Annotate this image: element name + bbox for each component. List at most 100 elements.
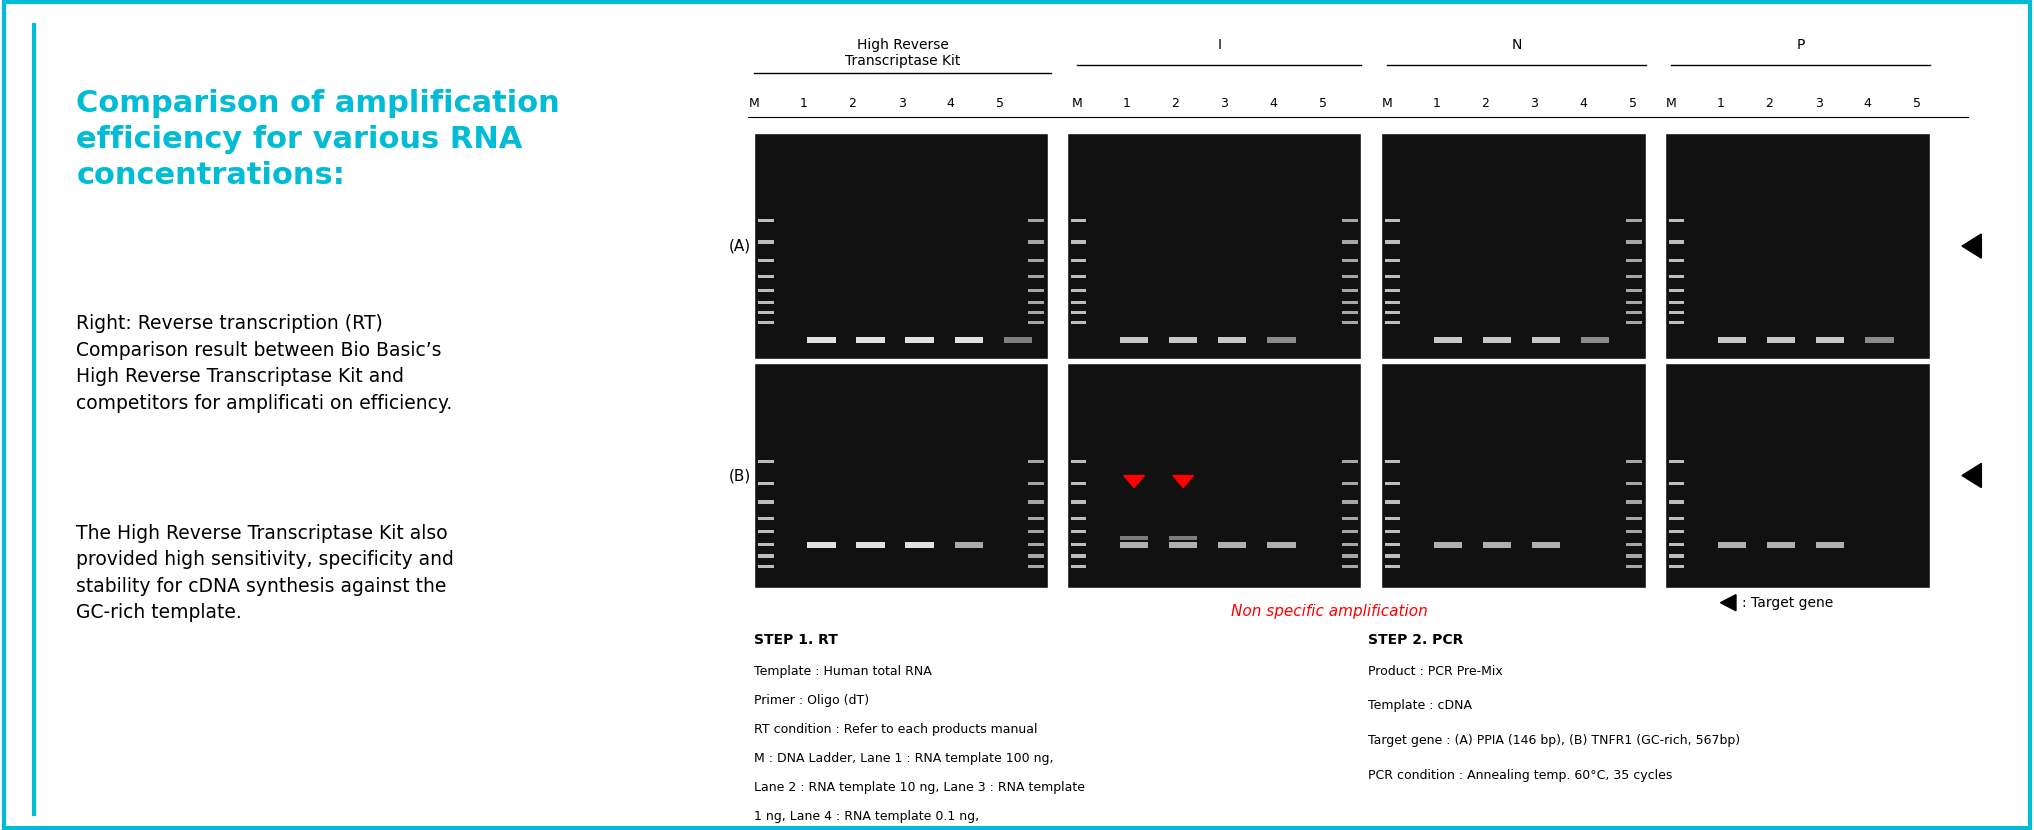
Bar [1068,363,1361,588]
Bar [1342,275,1357,278]
Text: M : DNA Ladder, Lane 1 : RNA template 100 ng,: M : DNA Ladder, Lane 1 : RNA template 10… [755,752,1054,764]
Bar [1768,542,1796,548]
Bar [759,543,773,546]
Text: Product : PCR Pre-Mix: Product : PCR Pre-Mix [1369,665,1503,678]
Bar [1342,289,1357,292]
Bar [1027,218,1043,222]
Text: 3: 3 [1530,97,1538,110]
Text: N: N [1511,38,1521,51]
Bar [1668,311,1684,315]
Bar [1627,241,1641,244]
Bar [1170,536,1198,540]
Bar [759,500,773,504]
Text: STEP 1. RT: STEP 1. RT [755,632,838,647]
Text: 1: 1 [799,97,807,110]
Bar [1070,300,1086,304]
Text: 4: 4 [1863,97,1871,110]
Bar [1627,300,1641,304]
Bar [1070,275,1086,278]
Text: PCR condition : Annealing temp. 60°C, 35 cycles: PCR condition : Annealing temp. 60°C, 35… [1369,769,1672,782]
Text: Target gene : (A) PPIA (146 bp), (B) TNFR1 (GC-rich, 567bp): Target gene : (A) PPIA (146 bp), (B) TNF… [1369,734,1739,747]
Text: 1: 1 [1432,97,1440,110]
Bar [1668,289,1684,292]
Bar [1627,500,1641,504]
Bar [1580,337,1609,343]
Bar [856,542,885,548]
Bar [1627,218,1641,222]
Bar [1342,543,1357,546]
Bar [1070,500,1086,504]
Bar [1768,337,1796,343]
Bar [1668,543,1684,546]
Bar [1027,543,1043,546]
Bar [1342,259,1357,262]
Text: (B): (B) [728,468,751,483]
Bar [1381,363,1646,588]
Bar [759,482,773,486]
Bar [1532,542,1560,548]
Text: 5: 5 [997,97,1003,110]
Text: Non specific amplification: Non specific amplification [1231,604,1428,619]
Bar [1434,337,1462,343]
Text: 1: 1 [1123,97,1131,110]
Text: 2: 2 [1766,97,1774,110]
Bar [1027,275,1043,278]
Bar [1668,300,1684,304]
Bar [1719,542,1747,548]
Bar [1342,482,1357,486]
Text: Comparison of amplification
efficiency for various RNA
concentrations:: Comparison of amplification efficiency f… [77,89,559,190]
Bar [1070,565,1086,568]
Text: 4: 4 [946,97,954,110]
Bar [1121,542,1149,548]
Bar [759,516,773,520]
Bar [759,289,773,292]
Text: 5: 5 [1318,97,1326,110]
Bar [1816,337,1845,343]
Bar [1385,259,1399,262]
Bar [1627,482,1641,486]
Bar [1385,554,1399,558]
Text: P: P [1796,38,1804,51]
Bar [1627,554,1641,558]
Bar [755,134,1048,359]
Bar [1385,500,1399,504]
Bar [1668,565,1684,568]
Bar [1627,516,1641,520]
Text: I: I [1216,38,1220,51]
Bar [954,542,982,548]
Bar [1342,321,1357,325]
Bar [1668,530,1684,534]
Bar [1070,289,1086,292]
Bar [759,300,773,304]
Bar [905,542,934,548]
Bar [807,337,836,343]
Bar [1385,482,1399,486]
Text: M: M [749,97,761,110]
Text: 1: 1 [1717,97,1725,110]
Text: 4: 4 [1269,97,1277,110]
Bar [1267,542,1296,548]
Text: Template : cDNA: Template : cDNA [1369,700,1473,712]
Bar [759,259,773,262]
Bar [1668,321,1684,325]
Bar [759,530,773,534]
Text: Primer : Oligo (dT): Primer : Oligo (dT) [755,694,869,706]
Bar [1027,554,1043,558]
Bar [1627,275,1641,278]
Bar [1342,530,1357,534]
Bar [1668,241,1684,244]
Bar [759,275,773,278]
Text: Template : Human total RNA: Template : Human total RNA [755,665,932,678]
Bar [1385,543,1399,546]
Bar [1668,275,1684,278]
Bar [1385,289,1399,292]
Bar [759,311,773,315]
Bar [1070,259,1086,262]
Bar [1865,337,1894,343]
Bar [1434,542,1462,548]
Bar [1027,300,1043,304]
Bar [759,565,773,568]
Bar [1627,460,1641,463]
Bar [1532,337,1560,343]
Bar [1342,500,1357,504]
